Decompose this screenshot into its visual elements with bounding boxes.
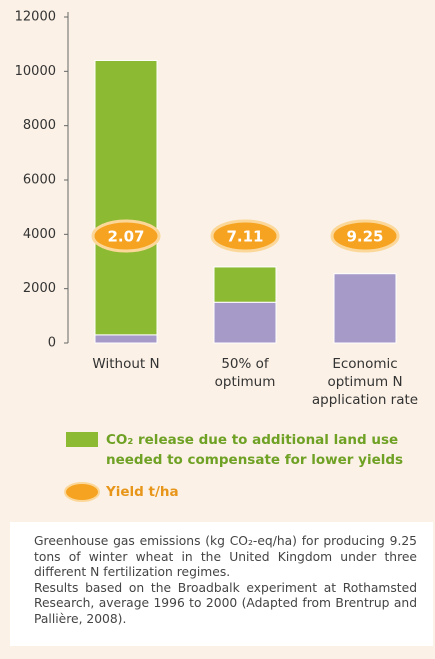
x-tick-label: Economic — [332, 356, 397, 372]
x-tick-label: 50% of — [221, 356, 270, 372]
legend-swatch — [66, 432, 98, 447]
yield-label: 2.07 — [107, 228, 144, 246]
bar-segment — [213, 301, 277, 344]
caption: Greenhouse gas emissions (kg CO₂-eq/ha) … — [10, 522, 433, 646]
bar-segment — [94, 59, 158, 336]
y-tick-label: 8000 — [23, 118, 56, 133]
chart: 0 2000 4000 6000 8000 10000 12000 Without N 2.07… — [15, 10, 418, 502]
bar-segment — [94, 334, 158, 344]
y-tick-label: 2000 — [23, 281, 56, 296]
bar-segment — [333, 273, 397, 344]
yield-label: 9.25 — [346, 228, 383, 246]
bar-segment — [213, 266, 277, 303]
y-tick-label: 12000 — [15, 10, 56, 25]
x-tick-label: application rate — [312, 392, 418, 408]
yield-marker — [210, 219, 280, 253]
y-tick-label: 6000 — [23, 173, 56, 188]
legend-label: Yield t/ha — [106, 484, 179, 500]
caption-text: Greenhouse gas emissions (kg CO₂-eq/ha) … — [34, 534, 417, 579]
yield-marker — [330, 219, 400, 253]
yield-label: 7.11 — [226, 228, 263, 246]
x-tick-label: optimum — [215, 374, 276, 390]
legend-swatch — [64, 482, 100, 502]
y-tick-label: 10000 — [15, 64, 56, 79]
y-tick-label: 4000 — [23, 227, 56, 242]
caption-text: Results based on the Broadbalk experimen… — [34, 580, 417, 626]
x-tick-label: optimum N — [327, 374, 402, 390]
yield-marker — [91, 219, 161, 253]
y-tick-label: 0 — [48, 336, 56, 351]
x-tick-label: Without N — [92, 356, 159, 372]
legend-label: CO₂ release due to additional land use n… — [106, 432, 404, 468]
